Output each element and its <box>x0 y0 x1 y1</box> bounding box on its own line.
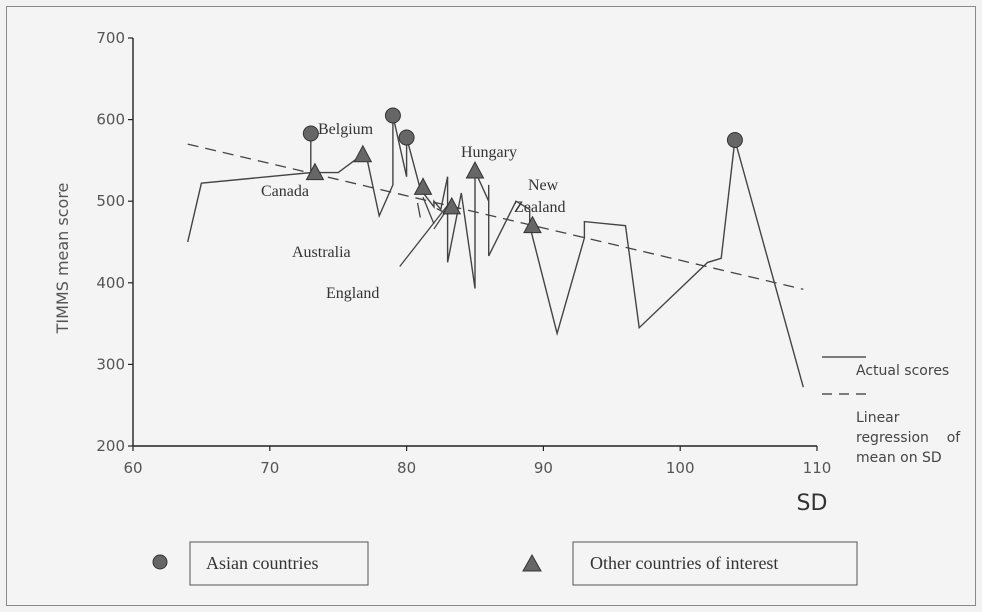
annotation-pointer <box>422 196 435 225</box>
chart-frame <box>6 6 976 606</box>
asian-country-point <box>726 132 743 148</box>
annotation-australia: Australia <box>292 244 351 261</box>
x-tick-label: 100 <box>666 459 695 477</box>
x-tick-label: 60 <box>123 459 142 477</box>
other-country-point <box>523 215 542 234</box>
annotation-canada: Canada <box>261 183 309 200</box>
y-tick-label: 700 <box>96 29 125 47</box>
annotation-new: New <box>528 177 559 194</box>
legend-other-box <box>572 541 858 586</box>
x-tick-label: 110 <box>803 459 832 477</box>
y-axis-label: TIMMS mean score <box>53 183 72 335</box>
legend-regression-label-2: regression of <box>856 430 961 446</box>
annotation-pointer <box>416 202 421 218</box>
annotation-hungary: Hungary <box>461 144 517 161</box>
annotation-zealand: Zealand <box>514 199 566 216</box>
annotation-england: England <box>326 285 379 302</box>
asian-country-point <box>398 129 415 146</box>
asian-country-point <box>302 125 319 142</box>
annotation-belgium: Belgium <box>318 121 374 138</box>
x-axis-label: SD <box>797 491 828 516</box>
asian-country-point <box>384 107 401 124</box>
y-tick-label: 200 <box>96 437 125 455</box>
y-tick-label: 500 <box>96 192 125 210</box>
other-country-point <box>413 177 433 195</box>
x-tick-label: 90 <box>534 459 553 477</box>
y-tick-label: 400 <box>96 274 125 292</box>
y-tick-label: 300 <box>96 355 125 373</box>
y-tick-label: 600 <box>96 111 125 129</box>
legend-regression-label-3: mean on SD <box>856 450 942 466</box>
x-tick-label: 80 <box>397 459 416 477</box>
other-country-point <box>353 144 373 163</box>
other-country-point <box>305 162 325 181</box>
legend-other-label: Other countries of interest <box>590 553 778 573</box>
annotation-pointer <box>399 204 449 267</box>
legend-actual-label: Actual scores <box>856 363 949 379</box>
other-country-point <box>442 196 462 215</box>
legend-asian-label: Asian countries <box>206 553 318 573</box>
other-country-point <box>465 160 485 179</box>
legend-asian-marker <box>152 554 168 570</box>
x-tick-label: 70 <box>260 459 279 477</box>
series-regression-line <box>187 143 804 290</box>
legend-other-marker <box>522 553 542 572</box>
legend-asian-box <box>189 541 369 586</box>
legend-regression-label-1: Linear <box>856 410 900 426</box>
